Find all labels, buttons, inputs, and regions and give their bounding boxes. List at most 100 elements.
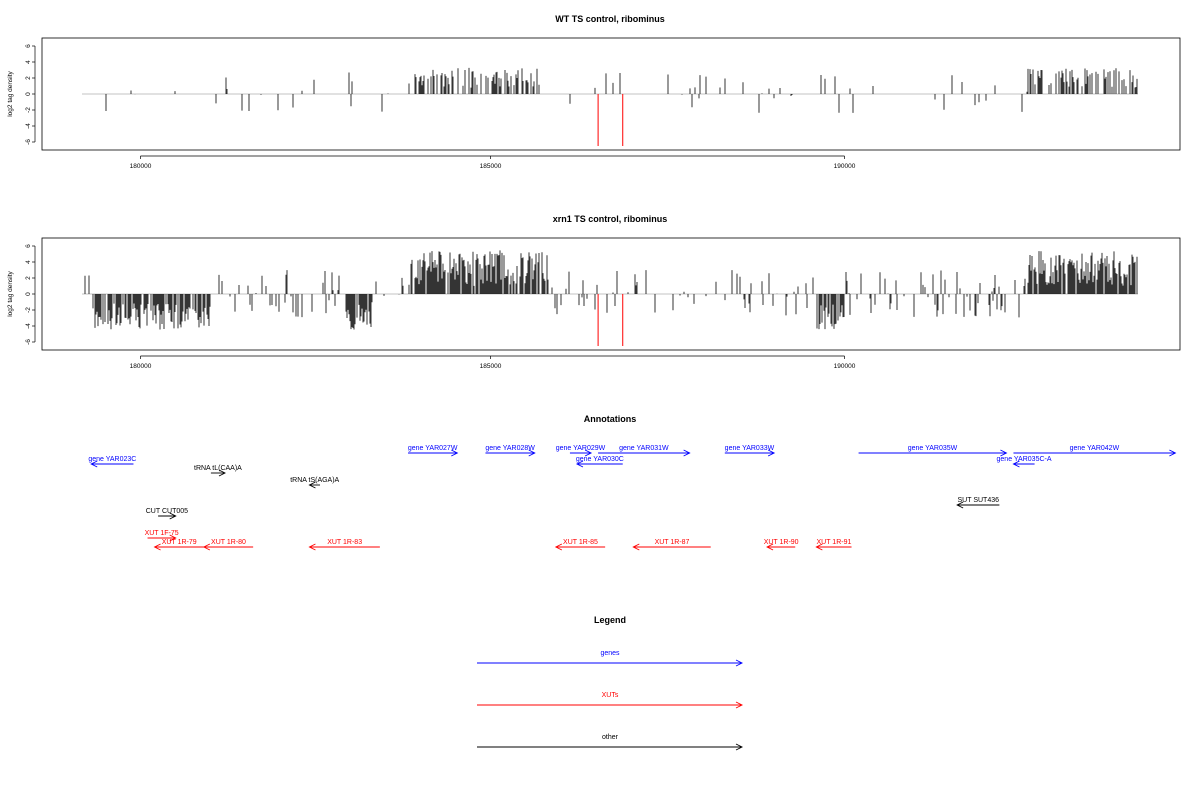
panel-title: xrn1 TS control, ribominus [553, 214, 668, 224]
y-tick-label: -6 [25, 339, 32, 345]
annotation-feature: gene YAR035W [858, 445, 1008, 457]
annotation-feature: gene YAR030C [575, 456, 624, 468]
xrn1-density-panel: xrn1 TS control, ribominus log2 tag dens… [7, 214, 1181, 370]
legend-title: Legend [594, 615, 626, 625]
annotation-arrow-head [169, 512, 177, 520]
y-tick-label: 2 [25, 276, 32, 280]
annotation-feature: gene YAR035C-A [997, 456, 1052, 468]
annotation-label: tRNA tL(CAA)A [194, 465, 242, 472]
y-axis-label: log2 tag density [7, 70, 14, 116]
annotation-feature: SUT SUT436 [956, 497, 1000, 509]
annotation-label: CUT CUT005 [146, 508, 188, 515]
wt-density-panel: WT TS control, ribominus log2 tag densit… [7, 14, 1181, 170]
annotation-label: gene YAR035C-A [997, 456, 1052, 463]
legend-panel: Legend genes XUTs other [477, 615, 744, 751]
annotation-label: gene YAR042W [1070, 445, 1120, 452]
annotation-feature: CUT CUT005 [146, 508, 188, 520]
annotation-feature: tRNA tS(AGA)A [290, 477, 340, 489]
legend-entry: genes [477, 650, 744, 667]
annotation-arrow-head [1012, 460, 1020, 468]
y-tick-label: 4 [25, 260, 32, 264]
annotation-arrow-head [1000, 449, 1008, 457]
annotation-label: gene YAR027W [408, 445, 458, 452]
y-tick-label: 2 [25, 76, 32, 80]
annotation-feature: XUT 1R-87 [632, 539, 711, 551]
annotation-feature: gene YAR033W [725, 445, 776, 457]
annotation-label: XUT 1R-83 [327, 539, 362, 546]
annotation-feature: XUT 1R-83 [308, 539, 380, 551]
annotation-feature: gene YAR042W [1013, 445, 1177, 457]
x-axis: 180000 185000 190000 [130, 155, 856, 170]
y-axis: 6 4 2 0 -2 -4 -6 [25, 244, 36, 345]
annotation-feature: XUT 1R-90 [764, 539, 799, 551]
y-tick-label: -2 [25, 307, 32, 313]
y-tick-label: 4 [25, 60, 32, 64]
annotation-label: XUT 1R-79 [162, 539, 197, 546]
annotation-label: gene YAR033W [725, 445, 775, 452]
y-axis: 6 4 2 0 -2 -4 -6 [25, 44, 36, 145]
annotation-arrow-head [683, 449, 691, 457]
annotation-label: XUT 1R-85 [563, 539, 598, 546]
legend-entry: other [477, 734, 744, 751]
y-tick-label: -2 [25, 107, 32, 113]
annotation-arrow-head [1169, 449, 1177, 457]
annotation-arrow-head [451, 449, 459, 457]
density-bars [82, 250, 1138, 346]
annotation-arrow-head [956, 501, 964, 509]
legend-entry: XUTs [477, 692, 744, 709]
annotation-label: tRNA tS(AGA)A [290, 477, 339, 484]
annotation-feature: gene YAR028W [485, 445, 536, 457]
legend-label: XUTs [602, 692, 619, 699]
annotation-arrow-head [153, 543, 161, 551]
plot-frame [41, 237, 1181, 351]
y-tick-label: 6 [25, 244, 32, 248]
annotation-label: XUT 1R-91 [816, 539, 851, 546]
x-tick-label: 190000 [834, 163, 856, 170]
y-tick-label: 0 [25, 92, 32, 96]
legend-entries: genes XUTs other [477, 650, 744, 751]
y-axis-label: log2 tag density [7, 270, 14, 316]
annotation-features: gene YAR023C gene YAR027W gene YAR028W gene… [88, 445, 1177, 551]
plot-frame [41, 37, 1181, 151]
panel-title: WT TS control, ribominus [555, 14, 665, 24]
x-tick-label: 190000 [834, 363, 856, 370]
annotation-arrow-head [218, 469, 226, 477]
annotation-feature: tRNA tL(CAA)A [194, 465, 242, 477]
y-tick-label: 0 [25, 292, 32, 296]
annotation-label: gene YAR023C [88, 456, 136, 463]
annotations-title: Annotations [584, 414, 637, 424]
annotation-arrow-head [575, 460, 584, 468]
x-tick-label: 180000 [130, 163, 152, 170]
annotation-feature: XUT 1R-80 [202, 539, 254, 551]
annotation-label: XUT 1R-90 [764, 539, 799, 546]
annotation-label: gene YAR029W [556, 445, 606, 452]
annotation-arrow-head [632, 543, 640, 551]
annotation-label: XUT 1R-80 [211, 539, 246, 546]
annotation-arrow-head [815, 543, 823, 551]
legend-arrow-head [735, 701, 744, 709]
y-tick-label: -4 [25, 323, 32, 329]
annotation-feature: XUT 1R-85 [554, 539, 606, 551]
x-tick-label: 180000 [130, 363, 152, 370]
annotation-arrow-head [528, 449, 536, 457]
y-tick-label: -4 [25, 123, 32, 129]
annotation-label: gene YAR031W [619, 445, 669, 452]
annotation-feature: gene YAR031W [598, 445, 691, 457]
x-tick-label: 185000 [480, 363, 502, 370]
annotation-label: gene YAR035W [908, 445, 958, 452]
annotation-label: gene YAR030C [576, 456, 624, 463]
annotation-arrow-head [766, 543, 774, 551]
annotation-feature: XUT 1R-79 [153, 539, 204, 551]
annotation-feature: XUT 1F-75 [145, 530, 179, 542]
density-bars [82, 67, 1138, 146]
annotation-label: XUT 1F-75 [145, 530, 179, 537]
annotation-arrow-head [767, 449, 776, 457]
annotation-arrow-head [169, 534, 177, 542]
annotation-label: XUT 1R-87 [655, 539, 690, 546]
annotation-feature: XUT 1R-91 [815, 539, 852, 551]
annotation-arrow-head [584, 449, 593, 457]
legend-label: genes [600, 650, 620, 657]
legend-arrow-head [735, 743, 744, 751]
annotation-feature: gene YAR029W [556, 445, 606, 457]
